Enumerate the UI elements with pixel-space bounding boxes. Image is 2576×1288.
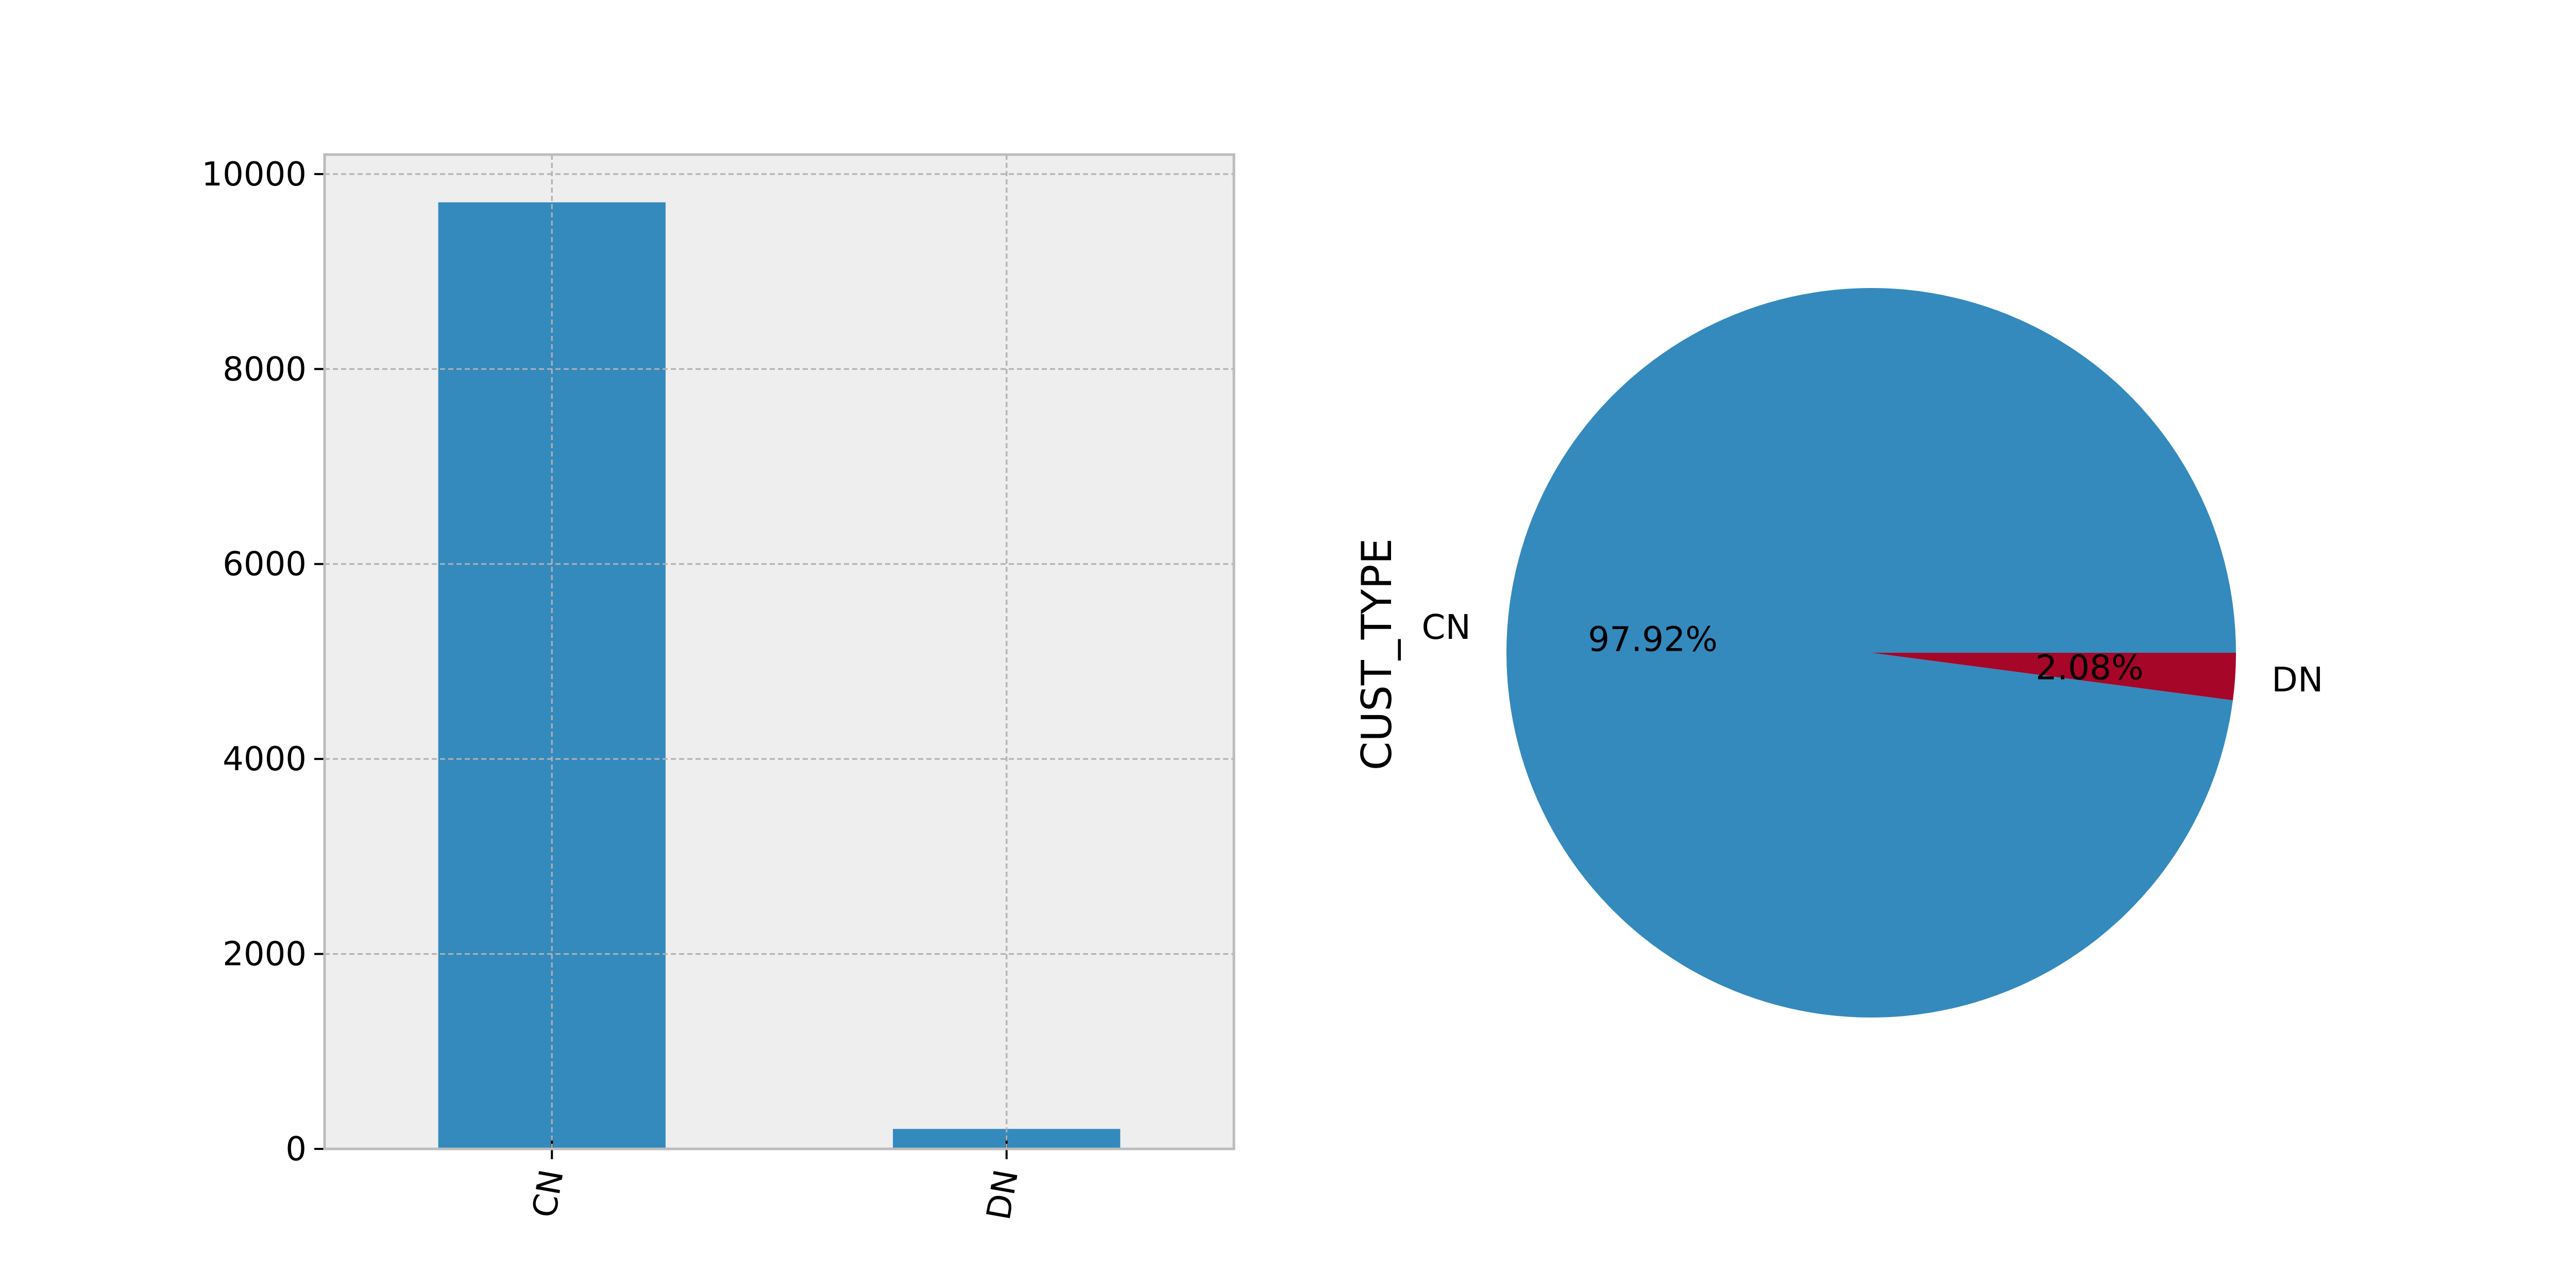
pie-y-axis-label: CUST_TYPE — [1353, 538, 1401, 771]
bar-ytick-label: 8000 — [223, 350, 307, 388]
bar-ytick-label: 0 — [285, 1130, 307, 1168]
pie-chart: CUST_TYPE CN 97.92% DN 2.08% — [1353, 288, 2323, 1018]
pie-slice-cn — [1506, 288, 2236, 1018]
bar-ytick-label: 6000 — [223, 546, 307, 584]
bar-plot-frame — [323, 153, 1235, 1150]
pie-label-dn: DN — [2272, 660, 2323, 700]
pie-pct-cn: 97.92% — [1588, 619, 1718, 659]
pie-slices — [1506, 288, 2236, 1018]
pie-label-cn: CN — [1421, 607, 1470, 647]
bar-xtick-label: DN — [980, 1167, 1026, 1223]
bar-y-axis: 0 2000 4000 6000 8000 10000 — [201, 156, 325, 1168]
bar-chart: 0 2000 4000 6000 8000 10000 CN DN — [201, 153, 1235, 1223]
bar-grid-overlay — [323, 153, 1235, 1150]
bar-xtick-label: CN — [526, 1167, 571, 1221]
bar-ytick-label: 10000 — [201, 156, 307, 194]
pie-pct-dn: 2.08% — [2036, 648, 2144, 688]
pie-labels: CN 97.92% DN 2.08% — [1421, 607, 2323, 700]
bar-ytick-label: 4000 — [223, 740, 307, 778]
pie-slice-dn — [1871, 653, 2236, 701]
bar-ytick-label: 2000 — [223, 936, 307, 974]
bar-x-axis: CN DN — [526, 1139, 1026, 1223]
